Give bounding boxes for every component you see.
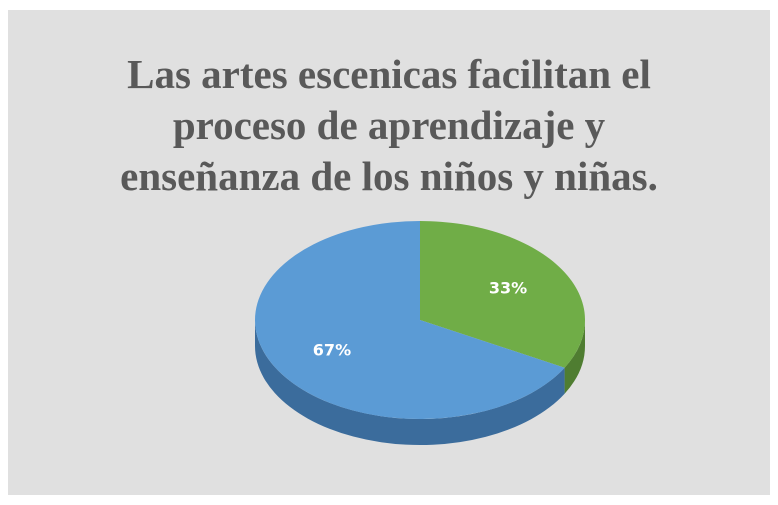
pie-slice — [254, 221, 565, 420]
pie-side — [255, 320, 565, 445]
data-label: 33% — [489, 278, 527, 297]
data-label: 67% — [313, 341, 351, 360]
chart-title: Las artes escenicas facilitan el — [127, 51, 651, 97]
chart-title: proceso de aprendizaje y — [173, 102, 606, 148]
pie-side — [564, 320, 585, 394]
chart-title: enseñanza de los niños y niñas. — [120, 153, 658, 199]
pie-slice — [420, 221, 585, 368]
